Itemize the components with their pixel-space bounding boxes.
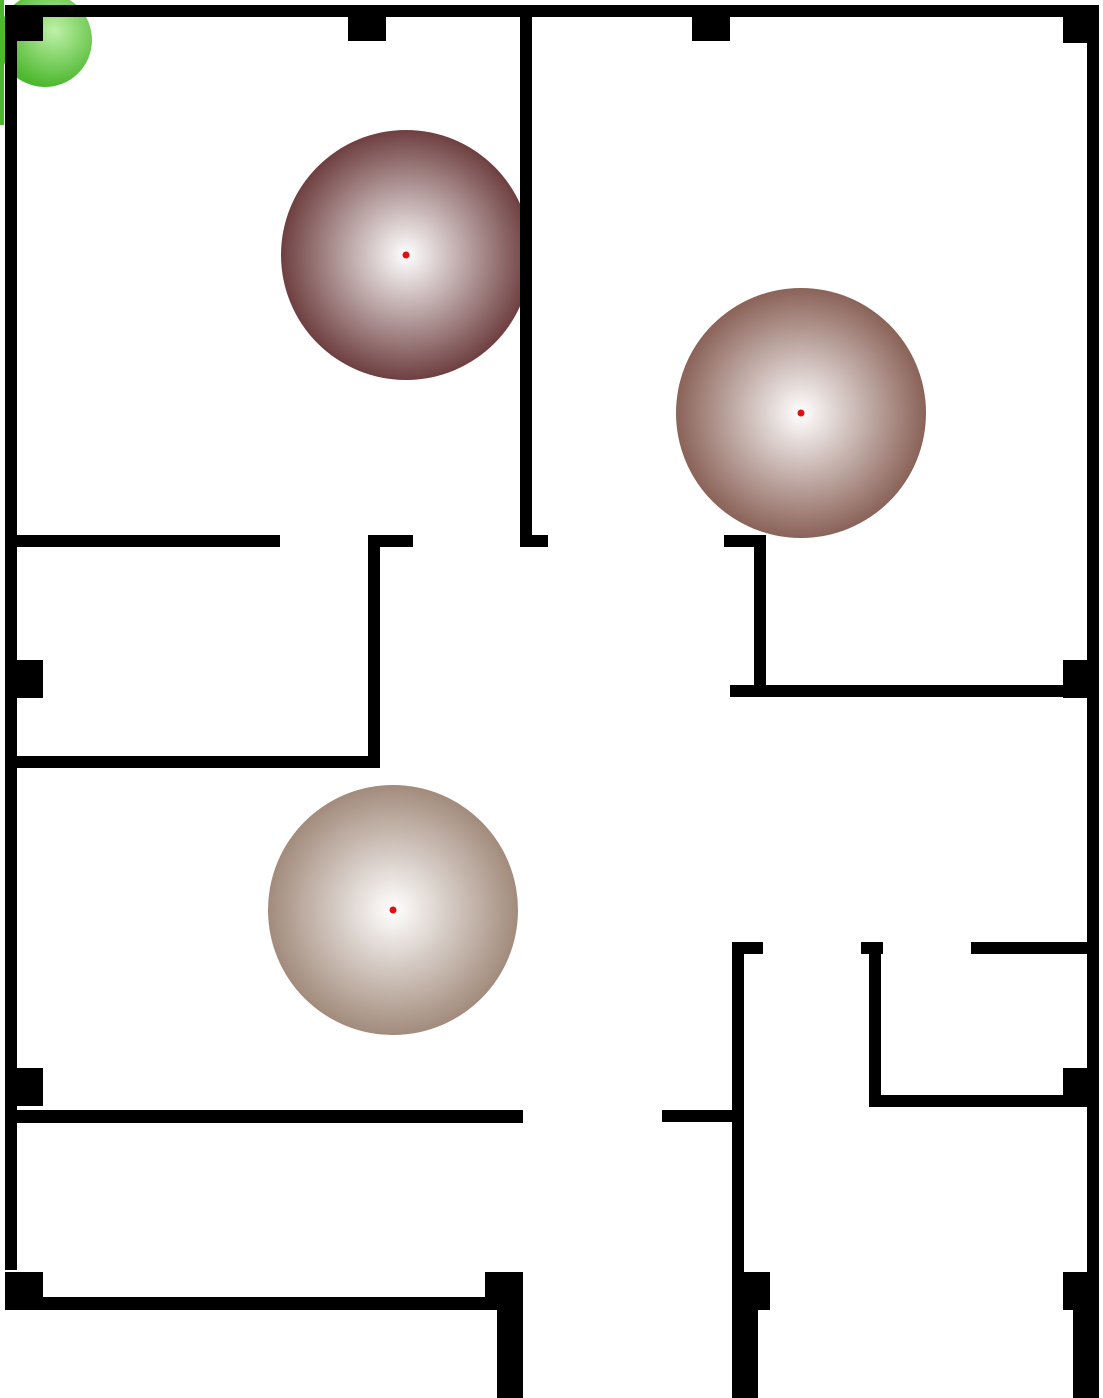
wall-top-outer [5, 5, 1093, 17]
zone-c-center-dot [389, 906, 397, 914]
wall-base-block-1 [5, 1272, 43, 1310]
wall-lower-right-block [1063, 1068, 1099, 1106]
wall-corner-block [5, 5, 43, 41]
zone-a-center-dot [402, 251, 410, 259]
wall-right-room-left [754, 535, 766, 695]
wall-center-vertical [520, 15, 532, 545]
zone-b-center-dot [797, 409, 805, 417]
wall-left-block [17, 660, 43, 698]
wall-base-block-3 [732, 1272, 770, 1310]
zone-b [676, 288, 926, 538]
wall-bottom-horizontal-right [662, 1110, 738, 1122]
wall-left-room-bottom [17, 756, 380, 768]
wall-left-room-right [368, 535, 380, 768]
wall-left-outer [5, 5, 17, 1270]
wall-center-stub [520, 535, 548, 547]
wall-base-vertical-1 [497, 1310, 523, 1398]
wall-bottom-horizontal [5, 1110, 523, 1123]
wall-bottom-left-block [17, 1068, 43, 1106]
wall-base-block-4 [1063, 1272, 1099, 1310]
wall-right-outer [1087, 5, 1099, 1398]
wall-top-right-block [1063, 5, 1099, 43]
start-marker-edge [0, 0, 4, 125]
wall-base-vertical-3 [1073, 1310, 1099, 1398]
zone-c [268, 785, 518, 1035]
wall-lower-bottom [869, 1095, 1091, 1107]
walls [5, 5, 1099, 1398]
wall-lower-vertical-2 [869, 942, 881, 1107]
wall-lower-right-top [971, 942, 1091, 954]
wall-base-vertical-2 [732, 1310, 758, 1398]
wall-right-block [1063, 660, 1099, 698]
wall-top-block-1 [348, 17, 386, 41]
wall-base-block-2 [485, 1272, 523, 1310]
zone-a [281, 130, 531, 380]
wall-lower-vertical-1 [732, 942, 744, 1272]
wall-base-horizontal [43, 1297, 490, 1310]
wall-left-room-top [17, 535, 280, 547]
wall-top-block-2 [692, 17, 730, 41]
wall-right-room-bottom [730, 685, 1065, 697]
